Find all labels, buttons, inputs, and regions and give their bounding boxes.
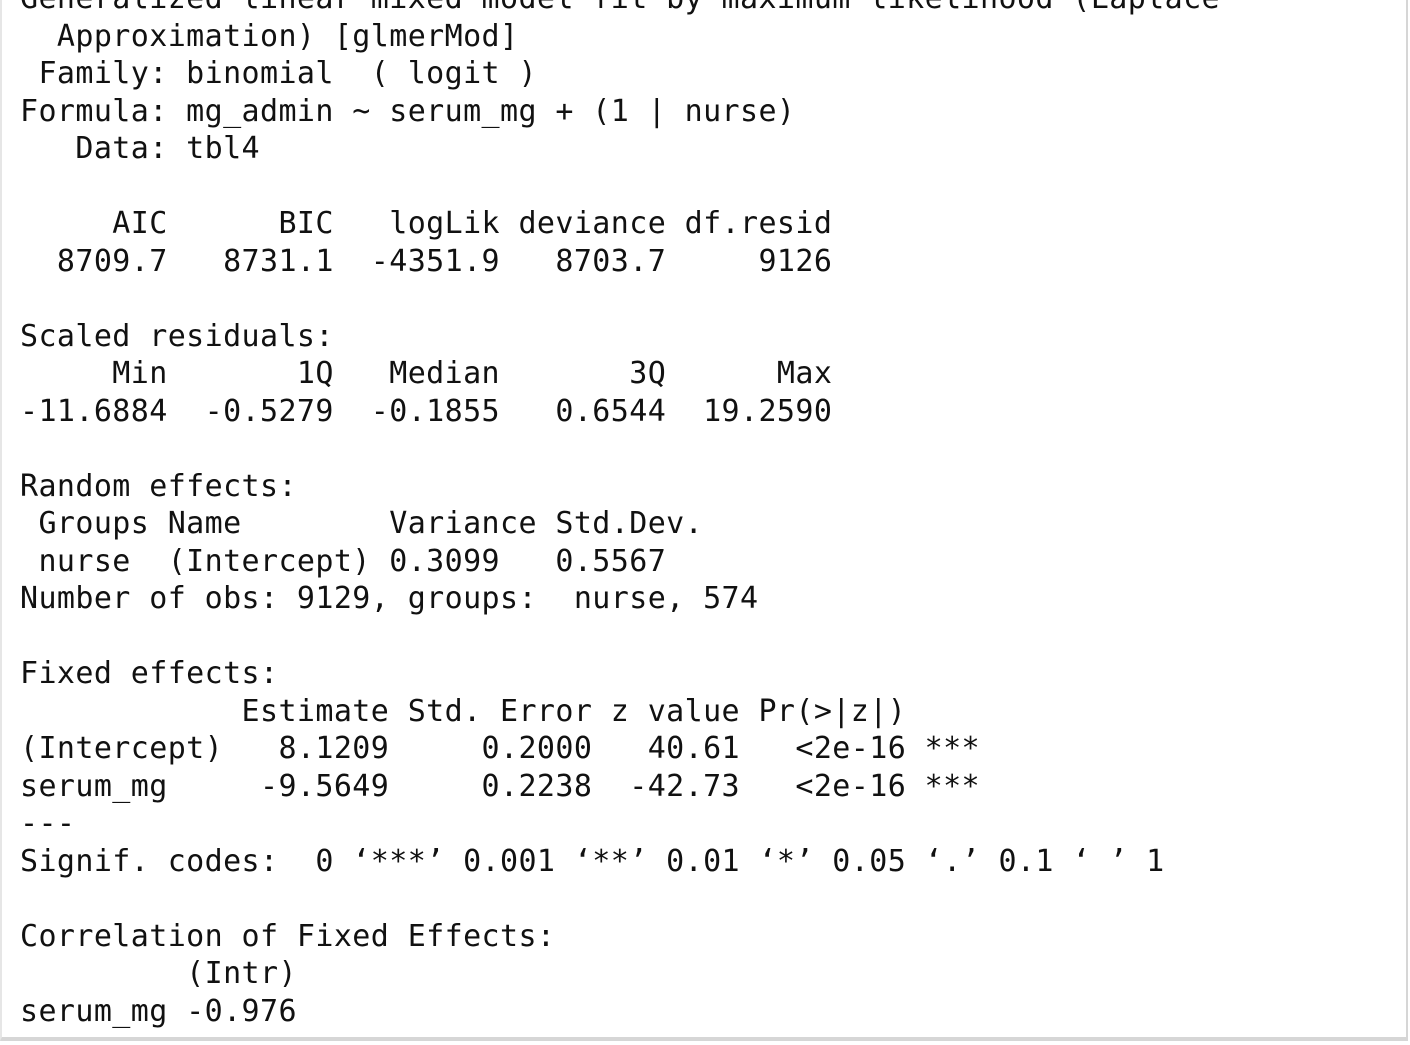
console-line: 8709.7 8731.1 -4351.9 8703.7 9126	[20, 243, 833, 279]
console-line: Generalized linear mixed model fit by ma…	[20, 0, 1220, 18]
console-line	[20, 280, 1220, 318]
console-line: Random effects:	[20, 468, 297, 504]
console-line: Groups Name Variance Std.Dev.	[20, 506, 704, 541]
console-line: Data: tbl4	[20, 131, 260, 166]
console-line: Number of obs: 9129, groups: nurse, 574	[20, 581, 759, 616]
console-line: AIC BIC logLik deviance df.resid	[20, 206, 833, 241]
console-line	[20, 430, 1220, 468]
console-line: Family: binomial ( logit )	[20, 56, 537, 91]
console-line: Min 1Q Median 3Q Max	[20, 356, 833, 391]
console-line: ---	[20, 806, 76, 841]
console-line: (Intr)	[20, 956, 297, 991]
console-line: (Intercept) 8.1209 0.2000 40.61 <2e-16 *…	[20, 731, 980, 766]
console-line: Formula: mg_admin ~ serum_mg + (1 | nurs…	[20, 93, 796, 129]
console-line	[20, 168, 1220, 206]
console-line: Signif. codes: 0 ‘***’ 0.001 ‘**’ 0.01 ‘…	[20, 843, 1165, 879]
console-line: Scaled residuals:	[20, 318, 334, 354]
console-line: Approximation) [glmerMod]	[20, 18, 519, 54]
console-line: Estimate Std. Error z value Pr(>|z|)	[20, 693, 907, 729]
console-text: Generalized linear mixed model fit by ma…	[20, 0, 1220, 1030]
console-line: nurse (Intercept) 0.3099 0.5567	[20, 543, 667, 579]
console-line: serum_mg -0.976	[20, 993, 297, 1029]
console-line	[20, 880, 1220, 918]
console-line: serum_mg -9.5649 0.2238 -42.73 <2e-16 **…	[20, 768, 980, 804]
console-line: Correlation of Fixed Effects:	[20, 918, 556, 954]
console-line: Fixed effects:	[20, 656, 279, 691]
console-line	[20, 618, 1220, 656]
console-line: -11.6884 -0.5279 -0.1855 0.6544 19.2590	[20, 393, 833, 429]
